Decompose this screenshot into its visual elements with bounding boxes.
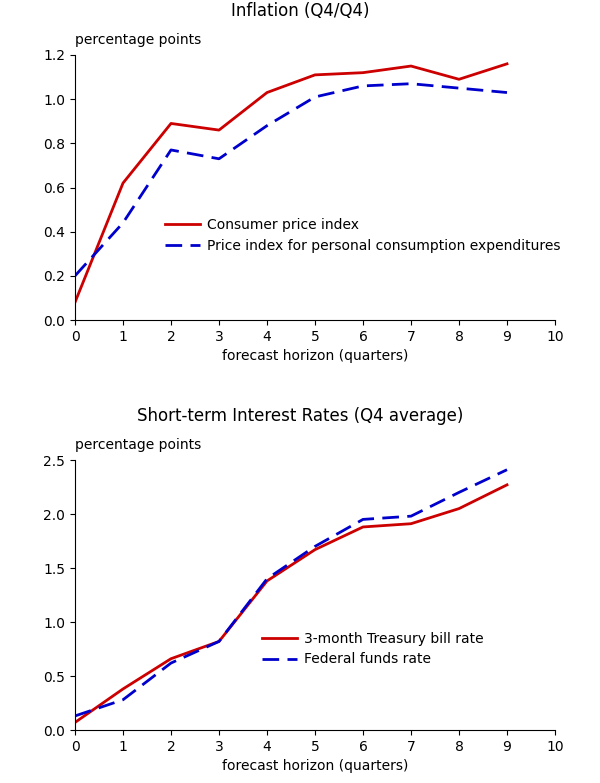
- Consumer price index: [215, 125, 223, 135]
- Consumer price index: [503, 60, 511, 69]
- Price index for personal consumption expenditures: [359, 81, 367, 91]
- Consumer price index: [119, 179, 127, 188]
- Federal funds rate: [215, 637, 223, 646]
- 3-month Treasury bill rate: [167, 654, 175, 663]
- Price index for personal consumption expenditures: [167, 146, 175, 155]
- 3-month Treasury bill rate: [455, 504, 463, 514]
- Price index for personal consumption expenditures: [311, 92, 319, 102]
- Line: Price index for personal consumption expenditures: Price index for personal consumption exp…: [75, 84, 507, 276]
- Federal funds rate: [119, 695, 127, 705]
- Federal funds rate: [263, 574, 271, 583]
- Text: percentage points: percentage points: [75, 33, 201, 47]
- Price index for personal consumption expenditures: [455, 84, 463, 93]
- Consumer price index: [167, 119, 175, 128]
- Federal funds rate: [503, 465, 511, 474]
- Consumer price index: [455, 74, 463, 84]
- 3-month Treasury bill rate: [71, 718, 79, 727]
- Consumer price index: [359, 68, 367, 78]
- Price index for personal consumption expenditures: [119, 218, 127, 228]
- Price index for personal consumption expenditures: [263, 121, 271, 130]
- X-axis label: forecast horizon (quarters): forecast horizon (quarters): [222, 760, 408, 774]
- Consumer price index: [311, 70, 319, 80]
- Federal funds rate: [311, 542, 319, 551]
- Line: 3-month Treasury bill rate: 3-month Treasury bill rate: [75, 485, 507, 723]
- Text: Inflation (Q4/Q4): Inflation (Q4/Q4): [231, 2, 369, 20]
- 3-month Treasury bill rate: [119, 684, 127, 694]
- X-axis label: forecast horizon (quarters): forecast horizon (quarters): [222, 349, 408, 363]
- Price index for personal consumption expenditures: [503, 88, 511, 97]
- 3-month Treasury bill rate: [503, 480, 511, 489]
- Federal funds rate: [407, 511, 415, 521]
- Legend: Consumer price index, Price index for personal consumption expenditures: Consumer price index, Price index for pe…: [160, 212, 566, 258]
- Price index for personal consumption expenditures: [407, 79, 415, 88]
- Price index for personal consumption expenditures: [71, 271, 79, 280]
- Legend: 3-month Treasury bill rate, Federal funds rate: 3-month Treasury bill rate, Federal fund…: [256, 626, 489, 672]
- Consumer price index: [71, 298, 79, 307]
- Text: Short-term Interest Rates (Q4 average): Short-term Interest Rates (Q4 average): [137, 406, 463, 424]
- Federal funds rate: [167, 659, 175, 668]
- 3-month Treasury bill rate: [359, 522, 367, 532]
- Federal funds rate: [455, 488, 463, 497]
- 3-month Treasury bill rate: [311, 545, 319, 554]
- Federal funds rate: [359, 514, 367, 524]
- Consumer price index: [407, 61, 415, 70]
- 3-month Treasury bill rate: [407, 519, 415, 529]
- Consumer price index: [263, 88, 271, 97]
- 3-month Treasury bill rate: [215, 637, 223, 646]
- Price index for personal consumption expenditures: [215, 154, 223, 164]
- 3-month Treasury bill rate: [263, 576, 271, 586]
- Federal funds rate: [71, 711, 79, 720]
- Line: Federal funds rate: Federal funds rate: [75, 470, 507, 716]
- Line: Consumer price index: Consumer price index: [75, 64, 507, 302]
- Text: percentage points: percentage points: [75, 438, 201, 452]
